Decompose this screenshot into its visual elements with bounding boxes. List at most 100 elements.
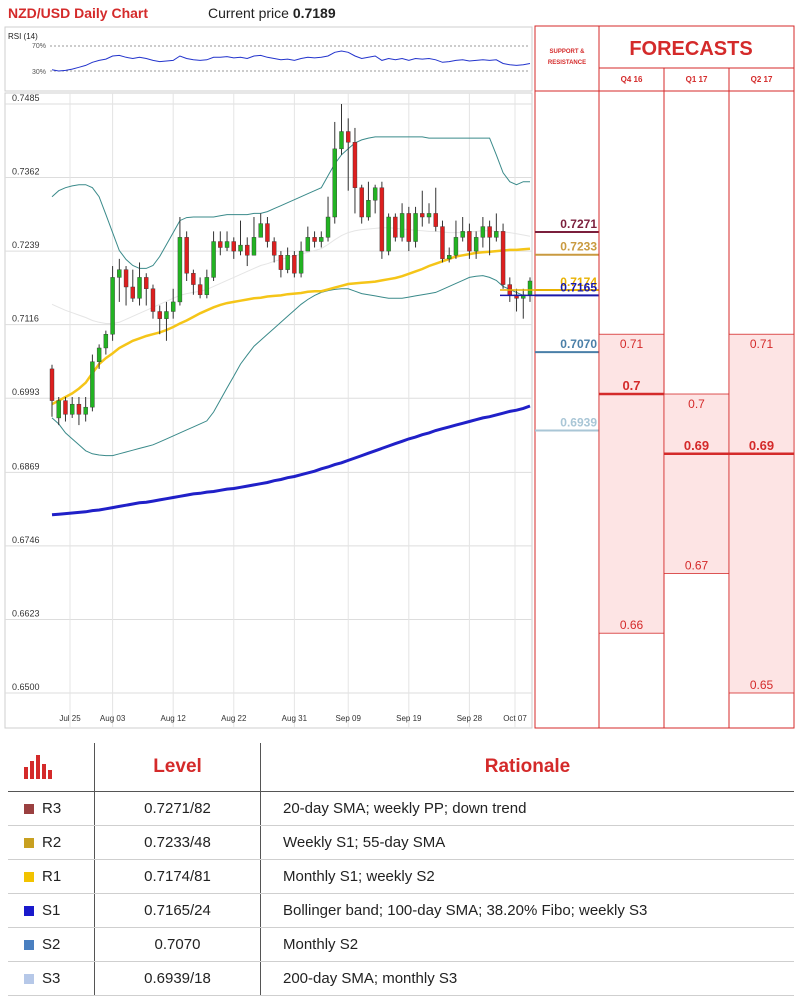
sr-title-line2: RESISTANCE <box>548 60 586 66</box>
candle-body <box>332 148 337 218</box>
candle-body <box>157 311 162 319</box>
candle-body <box>467 231 472 252</box>
support-resistance-panel: SUPPORT & RESISTANCE 0.72710.72330.71740… <box>500 25 600 729</box>
candle <box>197 277 203 299</box>
candle-body <box>245 244 250 256</box>
candle-body <box>500 231 506 285</box>
y-tick-label: 0.6869 <box>12 461 40 471</box>
level-name: S3 <box>8 961 95 996</box>
candle-body <box>224 241 230 248</box>
candle-body <box>285 255 290 270</box>
candle-body <box>231 241 236 252</box>
level-value: 0.7233/48 <box>94 825 261 860</box>
x-tick-label: Sep 09 <box>336 714 362 723</box>
forecast-mid-label: 0.69 <box>684 438 709 453</box>
candle <box>63 397 68 422</box>
level-row: S1 0.7165/24 Bollinger band; 100-day SMA; … <box>8 893 794 928</box>
candle <box>83 397 88 422</box>
candle-body <box>366 200 371 218</box>
level-swatch <box>24 940 34 951</box>
level-swatch <box>24 974 34 985</box>
level-name-text: S2 <box>42 936 61 953</box>
candle <box>332 121 337 224</box>
level-name: R3 <box>8 791 95 826</box>
candle-body <box>69 403 75 415</box>
levels-table-header: Level Rationale <box>8 743 794 792</box>
candle <box>399 203 405 242</box>
level-name: S1 <box>8 893 95 928</box>
level-rationale: Monthly S1; weekly S2 <box>260 859 794 894</box>
forecast-col-label: Q1 17 <box>686 75 708 84</box>
candle <box>204 269 210 299</box>
forecast-column: Q4 16 0.71 0.7 0.66 <box>598 75 665 634</box>
candle <box>170 288 176 319</box>
level-row: R1 0.7174/81 Monthly S1; weekly S2 <box>8 859 794 894</box>
rsi-label: RSI (14) <box>8 32 38 41</box>
candle-body <box>460 231 465 238</box>
forecast-mid-label: 0.69 <box>749 438 774 453</box>
candle <box>278 251 284 278</box>
candle <box>265 217 270 248</box>
bollinger-lower-band <box>51 275 530 457</box>
candle <box>447 247 452 263</box>
sr-level-label: 0.7174 <box>560 275 597 289</box>
candle <box>298 241 304 278</box>
sma-200-line <box>51 404 531 517</box>
candle-body <box>379 187 385 252</box>
level-row: R2 0.7233/48 Weekly S1; 55-day SMA <box>8 825 794 860</box>
levels-table-body: R3 0.7271/82 20-day SMA; weekly PP; down t… <box>8 791 794 996</box>
level-swatch <box>24 804 34 815</box>
level-row: R3 0.7271/82 20-day SMA; weekly PP; down t… <box>8 791 794 826</box>
sr-level-label: 0.7271 <box>560 217 597 231</box>
y-tick-label: 0.6993 <box>12 387 40 397</box>
candle-body <box>63 400 68 415</box>
candle-body <box>413 213 418 242</box>
level-value: 0.7165/24 <box>94 893 261 928</box>
candle <box>231 237 236 259</box>
level-name-text: R3 <box>42 800 62 817</box>
level-rationale: Bollinger band; 100-day SMA; 38.20% Fibo… <box>260 893 794 928</box>
candle <box>500 223 506 289</box>
level-row: S3 0.6939/18 200-day SMA; monthly S3 <box>8 961 794 996</box>
forecast-high-label: 0.71 <box>750 337 774 351</box>
level-rationale: 20-day SMA; weekly PP; down trend <box>260 791 794 826</box>
level-rationale: Weekly S1; 55-day SMA <box>260 825 794 860</box>
candle <box>164 301 169 341</box>
candle <box>211 231 216 281</box>
candle-body <box>204 277 210 295</box>
candle-body <box>319 237 324 242</box>
candle-body <box>137 277 142 299</box>
candle <box>426 203 432 224</box>
x-tick-label: Oct 07 <box>503 714 527 723</box>
forecast-col-label: Q4 16 <box>621 75 643 84</box>
level-name: R1 <box>8 859 95 894</box>
candle-body <box>453 237 459 256</box>
y-tick-label: 0.6623 <box>12 608 40 618</box>
candle <box>346 118 351 191</box>
candle <box>325 196 331 242</box>
candle-body <box>49 368 55 401</box>
y-tick-label: 0.7485 <box>12 93 40 103</box>
level-swatch <box>24 872 34 883</box>
candle <box>319 231 324 248</box>
x-tick-label: Sep 19 <box>396 714 422 723</box>
level-swatch <box>24 906 34 917</box>
forecast-high-label: 0.71 <box>620 337 644 351</box>
candle-body <box>83 406 88 415</box>
candle <box>144 273 149 306</box>
candle-body <box>144 277 149 289</box>
candle <box>352 127 358 214</box>
candle <box>177 217 183 306</box>
candle <box>117 258 122 302</box>
rsi-30-label: 30% <box>32 69 46 76</box>
candle <box>49 364 55 417</box>
candle-body <box>487 226 492 238</box>
candle <box>96 344 102 369</box>
candle-body <box>117 269 122 278</box>
candle <box>245 237 250 267</box>
candle-body <box>164 311 169 319</box>
level-swatch <box>24 838 34 849</box>
candle <box>285 247 290 274</box>
candle <box>379 181 385 259</box>
